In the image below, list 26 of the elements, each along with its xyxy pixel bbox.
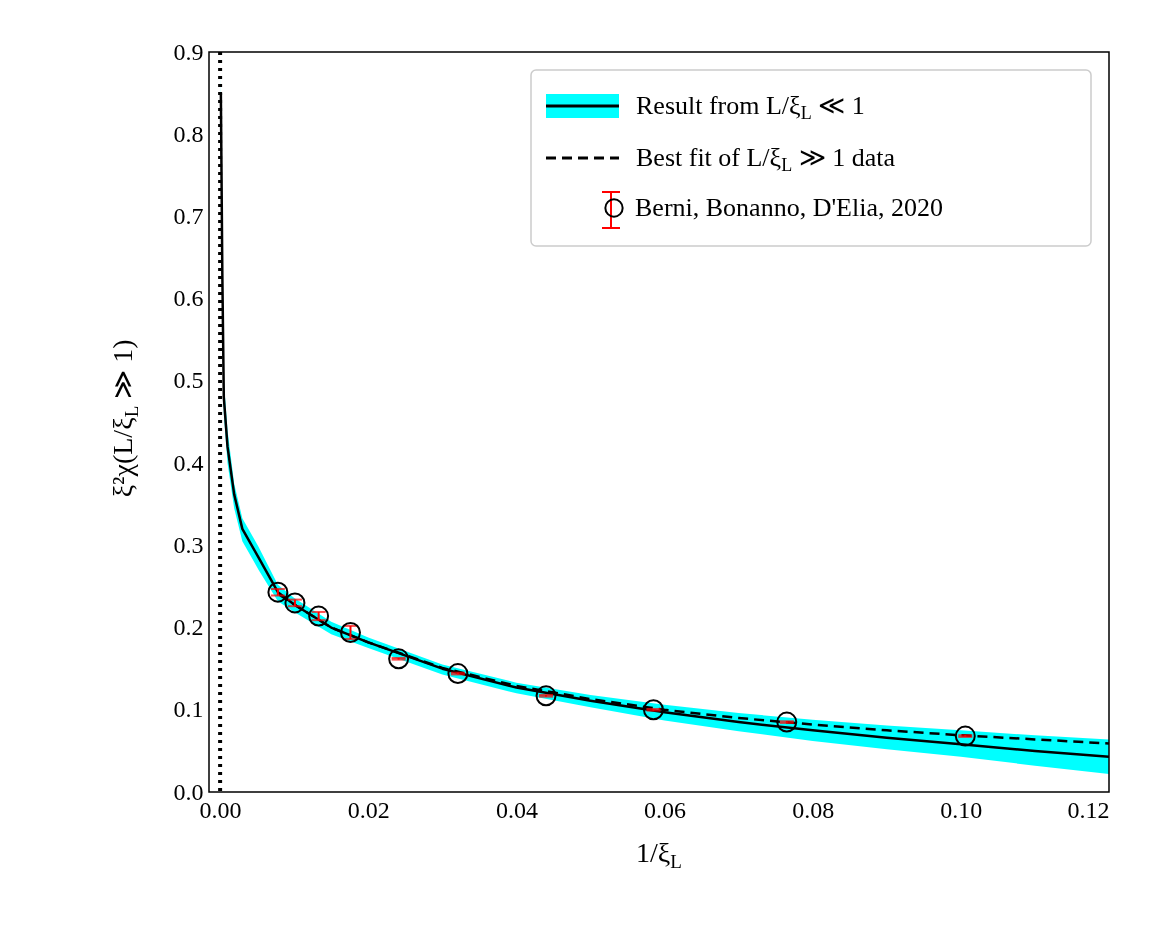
x-tick-label: 0.02: [347, 796, 390, 823]
y-tick-label: 0.6: [173, 285, 204, 312]
x-tick-label: 0.06: [644, 796, 687, 823]
point: [308, 605, 330, 627]
y-tick-label: 0.5: [173, 367, 204, 394]
y-tick-label: 0.9: [173, 38, 204, 65]
y-tick-label: 0.3: [173, 531, 204, 558]
legend-label: Berni, Bonanno, D'Elia, 2020: [635, 193, 943, 222]
point: [954, 725, 976, 747]
y-tick-label: 0.8: [173, 120, 204, 147]
point: [776, 711, 798, 733]
point: [267, 581, 289, 603]
x-tick-label: 0.10: [940, 796, 983, 823]
x-tick-label: 0.08: [792, 796, 835, 823]
y-tick-label: 0.1: [173, 696, 204, 723]
point: [642, 699, 664, 721]
x-tick-label: 0.04: [495, 796, 538, 823]
point: [388, 648, 410, 670]
point: [284, 592, 306, 614]
y-axis-title: ξ²χ(L/ξL ≫ 1): [107, 339, 143, 498]
x-tick-label: 0.12: [1067, 796, 1110, 823]
point: [535, 685, 557, 707]
y-tick-label: 0.2: [173, 614, 204, 641]
y-tick-label: 0.4: [173, 449, 204, 476]
y-tick-label: 0.7: [173, 202, 204, 229]
point: [447, 663, 469, 685]
